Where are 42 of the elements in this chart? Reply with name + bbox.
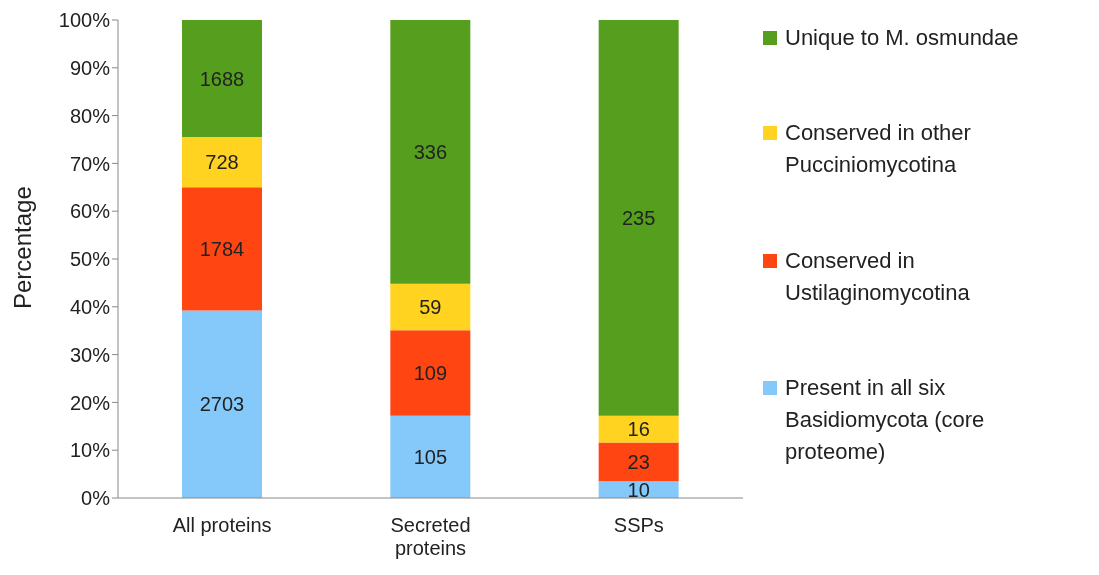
legend-label: Unique to M. osmundae xyxy=(785,24,1020,52)
annotation: 2703 xyxy=(199,393,245,416)
legend-label: Conserved in other Pucciniomycotina xyxy=(785,119,972,180)
legend-label: Conserved in Ustilaginomycotina xyxy=(785,246,971,307)
x-tick-label: Secreted proteins xyxy=(390,514,471,559)
bar xyxy=(182,187,262,311)
x-tick-label: All proteins xyxy=(172,514,272,536)
y-tick-label: 40% xyxy=(69,295,111,318)
y-tick-label: 20% xyxy=(69,391,111,414)
y-tick-label: 90% xyxy=(69,56,111,79)
bar xyxy=(182,20,262,138)
bar xyxy=(182,310,262,498)
bar xyxy=(390,20,471,284)
y-tick-label: 30% xyxy=(69,343,111,366)
annotation: 109 xyxy=(413,362,448,384)
annotation: 235 xyxy=(621,206,656,229)
bar xyxy=(598,442,679,482)
y-tick-label: 50% xyxy=(69,248,111,271)
annotation: 336 xyxy=(413,140,448,163)
bar xyxy=(598,415,679,443)
annotation: 16 xyxy=(627,418,650,441)
y-tick-label: 70% xyxy=(69,152,111,175)
annotation: 105 xyxy=(413,445,448,468)
bar xyxy=(390,283,471,331)
y-tick-label: 10% xyxy=(69,439,111,462)
y-tick-label: 100% xyxy=(58,9,111,32)
annotation: 1688 xyxy=(199,67,245,90)
bar xyxy=(182,137,262,188)
annotation: 10 xyxy=(627,478,650,501)
annotation: 59 xyxy=(419,296,442,319)
x-tick-label: SSPs xyxy=(613,514,664,536)
bar xyxy=(390,330,471,416)
y-tick-label: 80% xyxy=(69,104,111,127)
y-tick-label: 0% xyxy=(81,487,111,510)
annotation: 1784 xyxy=(199,237,245,260)
legend-label: Present in all six Basidiomycota (core proteome) xyxy=(785,374,986,466)
annotation: 728 xyxy=(205,151,239,174)
annotation: 23 xyxy=(627,450,650,473)
bar xyxy=(598,20,679,416)
y-axis-title: Percentage xyxy=(8,186,36,309)
bar xyxy=(390,415,471,498)
y-tick-label: 60% xyxy=(69,200,111,223)
